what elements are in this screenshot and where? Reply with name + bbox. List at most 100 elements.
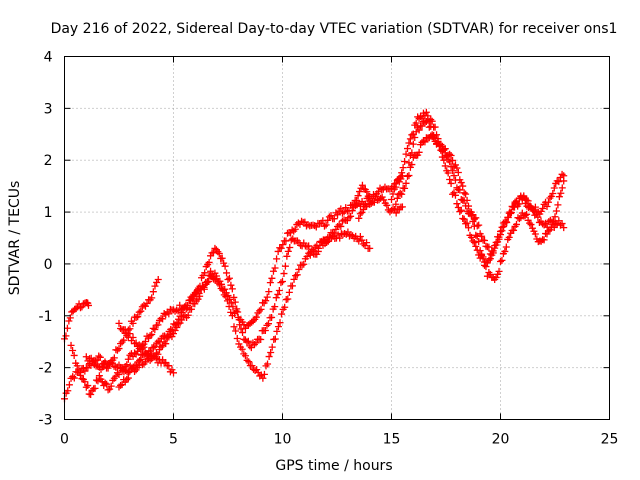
data-point bbox=[422, 117, 430, 125]
data-point bbox=[358, 236, 366, 244]
x-tick-label: 25 bbox=[601, 432, 619, 448]
data-point bbox=[263, 321, 271, 329]
data-point bbox=[104, 386, 112, 394]
data-point bbox=[216, 277, 224, 285]
data-point bbox=[481, 237, 489, 245]
data-point bbox=[211, 276, 219, 284]
data-point bbox=[512, 220, 520, 228]
data-point bbox=[472, 231, 480, 239]
data-point bbox=[277, 244, 285, 252]
data-point bbox=[549, 190, 557, 198]
data-point bbox=[398, 203, 406, 211]
data-point bbox=[232, 307, 240, 315]
data-point bbox=[132, 313, 140, 321]
data-point bbox=[338, 209, 346, 217]
data-point bbox=[355, 214, 363, 222]
data-point bbox=[70, 374, 78, 382]
data-point bbox=[62, 332, 70, 340]
x-tick-label: 10 bbox=[274, 432, 292, 448]
data-point bbox=[556, 173, 564, 181]
data-point bbox=[201, 269, 209, 277]
data-point bbox=[450, 172, 458, 180]
data-point bbox=[485, 243, 493, 251]
data-point bbox=[305, 242, 313, 250]
data-point bbox=[203, 277, 211, 285]
data-point bbox=[558, 184, 566, 192]
data-point bbox=[65, 381, 73, 389]
data-point bbox=[163, 334, 171, 342]
data-point bbox=[285, 288, 293, 296]
data-point bbox=[165, 362, 173, 370]
data-point bbox=[196, 292, 204, 300]
data-point bbox=[470, 222, 478, 230]
data-point bbox=[271, 335, 279, 343]
data-point bbox=[399, 164, 407, 172]
data-point bbox=[221, 262, 229, 270]
data-point bbox=[259, 374, 267, 382]
data-point bbox=[117, 325, 125, 333]
y-tick-label: 2 bbox=[44, 153, 53, 169]
data-point bbox=[262, 297, 270, 305]
data-point bbox=[220, 259, 228, 267]
data-point bbox=[430, 133, 438, 141]
data-point bbox=[492, 273, 500, 281]
data-point bbox=[292, 272, 300, 280]
data-point bbox=[497, 227, 504, 235]
data-points bbox=[61, 108, 568, 403]
data-point bbox=[243, 338, 251, 346]
data-point bbox=[403, 172, 411, 180]
data-point bbox=[257, 371, 265, 379]
data-point bbox=[402, 150, 410, 158]
data-point bbox=[64, 387, 72, 395]
data-point bbox=[465, 202, 473, 210]
data-point bbox=[252, 339, 260, 347]
data-point bbox=[123, 361, 131, 369]
data-point bbox=[353, 201, 361, 209]
data-point bbox=[425, 123, 433, 131]
y-tick-label: 1 bbox=[44, 205, 53, 221]
data-point bbox=[558, 170, 566, 178]
data-point bbox=[291, 225, 299, 233]
data-point bbox=[269, 267, 277, 275]
data-point bbox=[268, 343, 276, 351]
data-point bbox=[95, 372, 103, 380]
data-point bbox=[303, 253, 311, 261]
data-point bbox=[141, 338, 149, 346]
data-point bbox=[388, 195, 395, 203]
data-point bbox=[515, 215, 523, 223]
data-point bbox=[323, 238, 331, 246]
data-point bbox=[162, 340, 170, 348]
data-point bbox=[560, 224, 568, 232]
x-tick-label: 5 bbox=[169, 432, 178, 448]
data-point bbox=[137, 355, 145, 363]
data-point bbox=[300, 260, 308, 268]
data-point bbox=[126, 351, 134, 359]
data-point bbox=[257, 336, 265, 344]
data-point bbox=[263, 293, 271, 301]
data-point bbox=[405, 159, 413, 167]
data-point bbox=[459, 214, 467, 222]
data-point bbox=[405, 139, 413, 147]
data-point bbox=[218, 254, 226, 262]
data-point bbox=[485, 256, 493, 264]
series-track-5 bbox=[115, 172, 406, 391]
data-point bbox=[243, 356, 251, 364]
data-point bbox=[507, 209, 515, 217]
y-tick-label: 3 bbox=[44, 101, 53, 117]
data-point bbox=[467, 212, 475, 220]
data-point bbox=[272, 294, 280, 302]
data-point bbox=[252, 313, 260, 321]
data-point bbox=[507, 209, 515, 217]
y-tick-label: -1 bbox=[39, 309, 53, 325]
data-point bbox=[337, 205, 345, 213]
data-point bbox=[347, 212, 355, 220]
data-point bbox=[518, 194, 526, 202]
x-axis-label: GPS time / hours bbox=[275, 458, 392, 474]
data-point bbox=[421, 138, 429, 146]
data-point bbox=[282, 237, 290, 245]
data-point bbox=[347, 231, 355, 239]
data-point bbox=[274, 290, 282, 298]
data-point bbox=[91, 384, 99, 392]
data-point bbox=[510, 226, 518, 234]
data-point bbox=[472, 214, 480, 222]
